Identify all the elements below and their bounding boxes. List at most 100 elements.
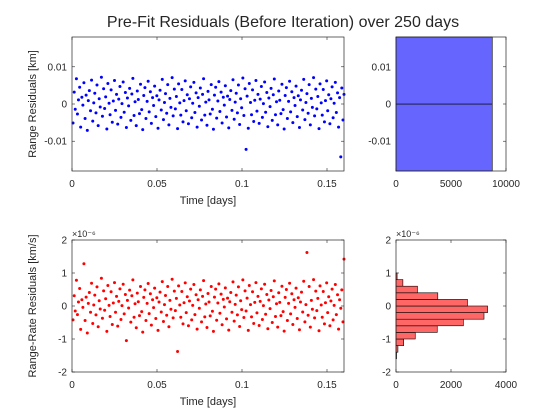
scatter-point xyxy=(276,123,280,127)
scatter-point xyxy=(83,117,87,121)
scatter-point xyxy=(331,116,335,120)
scatter-point xyxy=(80,95,84,99)
scatter-point xyxy=(102,289,106,293)
scatter-point xyxy=(146,282,150,286)
scatter-point xyxy=(218,311,222,315)
scatter-point xyxy=(105,329,109,333)
scatter-point xyxy=(194,91,198,95)
scatter-point xyxy=(165,313,169,317)
scatter-point xyxy=(298,98,302,102)
scatter-point xyxy=(114,108,118,112)
scatter-point xyxy=(128,86,132,90)
scatter-point xyxy=(259,287,263,291)
scatter-point xyxy=(170,76,174,80)
scatter-point xyxy=(238,324,242,328)
scatter-point xyxy=(329,299,333,303)
scatter-point xyxy=(141,330,145,334)
scatter-point xyxy=(243,289,247,293)
scatter-point xyxy=(145,99,149,103)
scatter-point xyxy=(159,310,163,314)
scatter-point xyxy=(304,303,308,307)
scatter-point xyxy=(314,87,318,91)
scatter-point xyxy=(97,97,101,101)
scatter-point xyxy=(234,293,238,297)
scatter-point xyxy=(292,96,296,100)
scatter-point xyxy=(307,83,311,87)
scatter-point xyxy=(217,282,221,286)
scatter-point xyxy=(307,285,311,289)
y-tick-label: 0 xyxy=(61,302,67,313)
scatter-point xyxy=(257,121,261,125)
scatter-point xyxy=(167,123,171,127)
scatter-point xyxy=(266,125,270,129)
scatter-point xyxy=(192,283,196,287)
scatter-point xyxy=(268,307,272,311)
scatter-point xyxy=(114,310,118,314)
x-axis-label: Time [days] xyxy=(180,396,236,408)
scatter-point xyxy=(133,100,137,104)
scatter-point xyxy=(120,102,124,106)
scatter-point xyxy=(336,293,340,297)
scatter-point xyxy=(121,80,125,84)
scatter-point xyxy=(85,331,89,335)
scatter-point xyxy=(89,310,93,314)
scatter-point xyxy=(108,113,112,117)
scatter-point xyxy=(328,324,332,328)
scatter-point xyxy=(251,290,255,294)
scatter-point xyxy=(340,86,344,90)
scatter-point xyxy=(98,105,102,109)
scatter-point xyxy=(216,99,220,103)
scatter-point xyxy=(79,125,83,129)
scatter-point xyxy=(82,81,86,85)
scatter-point xyxy=(130,92,134,96)
scatter-point xyxy=(106,82,110,86)
scatter-point xyxy=(134,124,138,128)
scatter-point xyxy=(254,281,258,285)
scatter-point xyxy=(280,82,284,86)
scatter-point xyxy=(113,79,116,83)
scatter-point xyxy=(154,317,158,321)
scatter-point xyxy=(84,93,88,97)
scatter-point xyxy=(182,301,186,305)
scatter-point xyxy=(202,77,206,81)
y-tick-label: -1 xyxy=(382,335,391,346)
scatter-point xyxy=(235,313,239,317)
scatter-point xyxy=(181,120,185,124)
scatter-point xyxy=(252,321,256,325)
scatter-point xyxy=(257,323,261,327)
scatter-point xyxy=(92,303,96,307)
y-tick-label: 2 xyxy=(61,236,67,247)
scatter-point xyxy=(320,113,324,117)
scatter-point xyxy=(178,303,182,307)
histogram-bar xyxy=(395,299,468,307)
scatter-point xyxy=(156,328,160,332)
y-tick-label: 1 xyxy=(61,269,67,280)
scatter-point xyxy=(148,90,152,94)
scatter-point xyxy=(167,325,171,329)
scatter-point xyxy=(93,91,97,95)
scatter-point xyxy=(240,308,244,312)
scatter-point xyxy=(157,98,161,102)
axes-group: 0 0.05 0.1 0.15 -0.01 0 0.01 Time [days] Range R… xyxy=(27,37,344,207)
scatter-point xyxy=(97,299,101,303)
scatter-point xyxy=(131,278,135,282)
scatter-point xyxy=(280,284,284,288)
scatter-point xyxy=(212,93,216,97)
scatter-point xyxy=(222,103,226,107)
scatter-point xyxy=(211,329,215,333)
scatter-point xyxy=(91,321,95,325)
x-tick-label: 0.15 xyxy=(317,179,337,190)
scatter-point xyxy=(337,125,341,129)
scatter-point xyxy=(308,123,312,127)
scatter-point xyxy=(301,108,305,112)
scatter-point xyxy=(242,114,246,118)
scatter-point xyxy=(118,85,122,89)
scatter-point xyxy=(153,286,157,290)
scatter-point xyxy=(161,118,165,122)
scatter-point xyxy=(219,292,223,296)
scatter-point xyxy=(323,99,327,103)
scatter-point xyxy=(180,87,184,91)
scatter-point xyxy=(185,295,189,299)
scatter-point xyxy=(327,295,331,299)
histogram-bar xyxy=(395,103,493,172)
